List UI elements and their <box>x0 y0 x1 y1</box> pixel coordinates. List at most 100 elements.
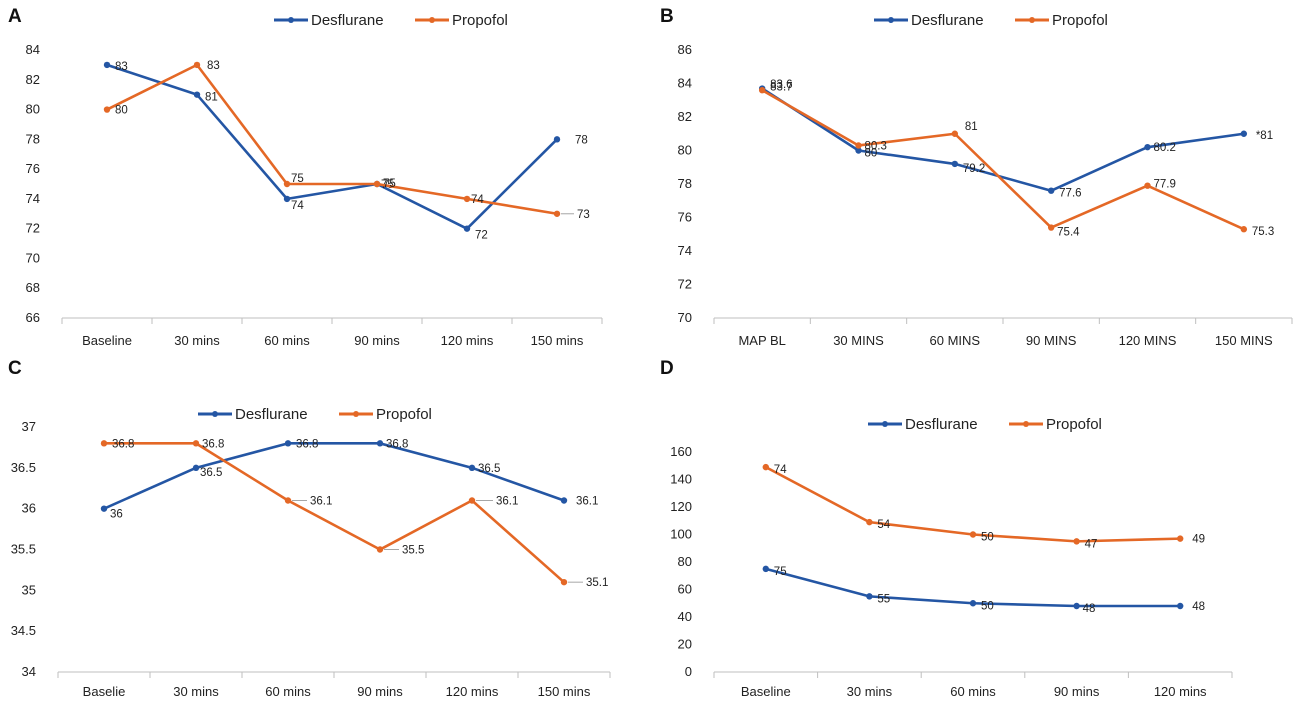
data-point <box>468 464 476 472</box>
data-point <box>284 497 292 504</box>
data-label: 83 <box>207 60 220 72</box>
x-tick-label: 150 mins <box>531 333 584 348</box>
data-label: 74 <box>291 200 304 212</box>
x-axis: Baseline 30 mins 60 mins 90 mins 120 mins 150… <box>61 317 603 348</box>
data-point <box>1240 226 1248 233</box>
series-desflurane: 75 55 50 48 48 <box>762 565 1205 615</box>
x-tick-label: Baselie <box>83 684 126 699</box>
data-point <box>463 225 471 232</box>
chart-panel-c: C Desflurane Propofol 34 34.5 35 35.5 36 36.5 37… <box>0 352 652 704</box>
data-point <box>100 440 108 447</box>
data-label: 75 <box>383 178 396 190</box>
legend-entry: Desflurane <box>235 406 308 423</box>
data-label: 48 <box>1192 601 1205 613</box>
data-point <box>560 578 568 586</box>
data-point <box>1144 143 1151 151</box>
x-tick-label: 30 mins <box>847 684 893 699</box>
data-label: 83 <box>115 61 128 73</box>
y-axis: 70 72 74 76 78 80 82 84 86 <box>678 42 692 325</box>
data-label: 77.9 <box>1154 179 1176 191</box>
legend-entry: Propofol <box>376 406 432 423</box>
y-axis: 0 20 40 60 80 100 120 140 160 <box>670 444 692 679</box>
y-tick-label: 70 <box>678 310 692 325</box>
y-tick-label: 76 <box>678 210 692 225</box>
data-label: 36.8 <box>296 438 318 450</box>
data-point <box>762 565 769 573</box>
series-desflurane: 36 36.5 36.8 36.8 36.5 36.1 <box>100 438 598 521</box>
data-label: 75.3 <box>1252 226 1274 238</box>
legend-marker <box>1029 17 1035 23</box>
line-chart-b: Desflurane Propofol 70 72 74 76 78 80 82 84 86 MAP … <box>678 12 1293 348</box>
series-line <box>106 63 558 216</box>
data-point <box>762 463 769 471</box>
y-tick-label: 80 <box>26 102 40 117</box>
data-label: 47 <box>1085 538 1098 550</box>
data-label: 75 <box>774 566 787 578</box>
y-tick-label: 80 <box>678 554 692 569</box>
data-point <box>866 593 873 600</box>
y-axis: 66 68 70 72 74 76 78 80 82 84 <box>26 42 40 325</box>
data-label: 36 <box>110 509 123 521</box>
legend-entry: Propofol <box>452 12 508 29</box>
data-label: 74 <box>774 464 787 476</box>
legend-marker <box>882 421 888 427</box>
data-point <box>866 518 873 526</box>
y-tick-label: 20 <box>678 637 692 652</box>
data-point <box>468 497 476 504</box>
data-label: 48 <box>1083 603 1096 615</box>
data-point <box>376 440 384 447</box>
y-tick-label: 66 <box>26 310 40 325</box>
legend-marker <box>888 17 894 23</box>
data-label: 54 <box>877 519 890 531</box>
data-label: 80 <box>115 105 128 117</box>
panel-label: D <box>660 358 674 379</box>
data-point <box>969 600 977 607</box>
data-label: 35.5 <box>402 545 424 557</box>
data-point <box>1240 130 1248 137</box>
y-tick-label: 78 <box>26 131 40 146</box>
x-tick-label: 120 mins <box>441 333 494 348</box>
y-tick-label: 34.5 <box>11 623 36 638</box>
y-tick-label: 36.5 <box>11 460 36 475</box>
x-tick-label: 30 MINS <box>833 333 884 348</box>
y-axis: 34 34.5 35 35.5 36 36.5 37 <box>11 419 36 679</box>
series-line <box>765 465 1181 543</box>
chart-panel-a: A Desflurane Propofol 66 68 70 72 74 76 78 80 82 84… <box>0 0 652 352</box>
panel-label: B <box>660 6 674 27</box>
y-tick-label: 100 <box>670 527 692 542</box>
data-point <box>855 142 862 149</box>
series-line <box>104 442 565 584</box>
data-point <box>1177 535 1184 542</box>
data-label: 80.3 <box>865 140 887 152</box>
x-tick-label: 90 mins <box>354 333 400 348</box>
y-tick-label: 84 <box>26 42 40 57</box>
line-chart-a: Desflurane Propofol 66 68 70 72 74 76 78 80 82 84 Ba… <box>26 12 603 348</box>
y-tick-label: 82 <box>678 109 692 124</box>
x-tick-label: 60 mins <box>950 684 996 699</box>
data-point <box>1144 182 1151 189</box>
data-point <box>1177 602 1184 610</box>
legend-marker <box>1023 421 1029 427</box>
data-label: 77.6 <box>1059 188 1081 200</box>
y-tick-label: 40 <box>678 609 692 624</box>
y-tick-label: 82 <box>26 72 40 87</box>
y-tick-label: 72 <box>26 221 40 236</box>
data-point <box>553 210 561 217</box>
data-point <box>1073 538 1080 545</box>
x-tick-label: Baseline <box>741 684 791 699</box>
panel-label: C <box>8 358 22 379</box>
data-label: 72 <box>475 230 488 242</box>
x-tick-label: 150 MINS <box>1215 333 1273 348</box>
legend-entry: Propofol <box>1046 416 1102 433</box>
series-propofol: 74 54 50 47 49 <box>762 463 1205 550</box>
data-label: 50 <box>981 600 994 612</box>
x-tick-label: 150 mins <box>538 684 591 699</box>
data-point <box>100 505 108 512</box>
data-point <box>376 546 384 553</box>
data-point <box>283 180 291 188</box>
data-point <box>1047 224 1055 231</box>
data-label: 78 <box>575 134 588 146</box>
y-tick-label: 68 <box>26 280 40 295</box>
y-tick-label: 80 <box>678 143 692 158</box>
y-tick-label: 76 <box>26 161 40 176</box>
